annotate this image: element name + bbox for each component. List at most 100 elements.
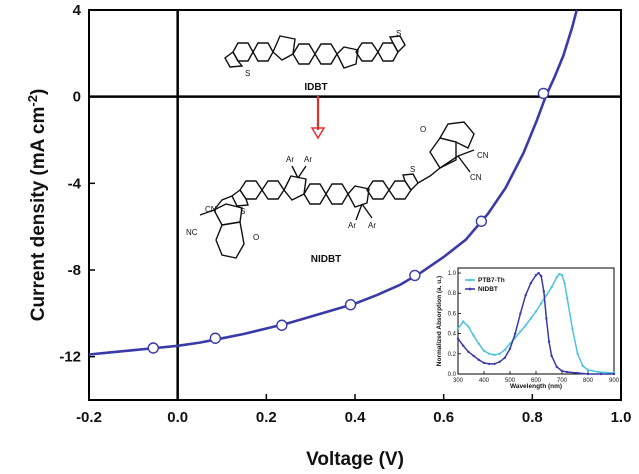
inset-point-0 — [571, 327, 574, 330]
inset-point-1 — [586, 372, 590, 376]
legend-label-nidbt: NIDBT — [478, 286, 498, 293]
inset-point-0 — [482, 349, 486, 352]
inset-point-0 — [597, 370, 600, 374]
inset-y-tick-label: 1.0 — [448, 271, 457, 277]
nidbt-label: NIDBT — [311, 254, 342, 265]
nidbt-cn-left-1: CN — [205, 205, 217, 214]
idbt-label: IDBT — [304, 82, 327, 93]
inset-y-tick-label: 0.4 — [448, 332, 457, 338]
inset-point-0 — [560, 273, 564, 277]
inset-series-line-0 — [457, 273, 615, 374]
x-tick-label: 0.2 — [256, 409, 277, 426]
inset-x-tick-label: 300 — [453, 378, 464, 384]
jv-marker — [409, 269, 421, 282]
jv-marker — [276, 319, 288, 331]
inset-point-1 — [529, 281, 532, 285]
y-tick-label: -8 — [68, 262, 81, 279]
jv-marker — [475, 215, 488, 227]
idbt-s-right: S — [396, 29, 401, 38]
inset-x-tick-label: 500 — [505, 378, 516, 384]
conversion-arrow — [310, 96, 326, 140]
inset-point-1 — [472, 354, 475, 358]
y-tick-label: 0 — [73, 89, 81, 106]
x-tick-label: -0.2 — [76, 409, 102, 426]
inset-point-1 — [555, 365, 558, 369]
inset-x-label: Wavelength (nm) — [510, 383, 562, 390]
inset-x-tick-label: 800 — [583, 378, 594, 384]
nidbt-ar-4: Ar — [368, 221, 376, 230]
inset-point-1 — [547, 340, 551, 343]
inset-point-0 — [581, 364, 584, 368]
inset-y-ticks: 0.0 0.2 0.4 0.6 0.8 1.0 — [448, 271, 461, 378]
jv-marker — [344, 298, 357, 311]
jv-marker — [147, 342, 159, 354]
inset-point-1 — [477, 358, 480, 362]
inset-point-1 — [612, 372, 616, 376]
nidbt-cn-right-2: CN — [470, 173, 482, 182]
inset-point-1 — [560, 369, 564, 373]
nidbt-o-left: O — [253, 233, 259, 242]
jv-marker — [209, 332, 222, 344]
inset-point-1 — [508, 347, 512, 350]
y-axis-label-close: ) — [28, 89, 49, 95]
nidbt-s-left: S — [240, 207, 245, 216]
inset-point-1 — [599, 372, 603, 376]
arrow-head — [310, 127, 326, 140]
inset-point-1 — [482, 361, 486, 365]
x-tick-label: 1.0 — [611, 409, 632, 426]
inset-point-0 — [508, 342, 512, 345]
main-plot: -0.2 0.0 0.2 0.4 0.6 0.8 1.0 4 0 -4 -8 -12 Voltage… — [25, 2, 631, 470]
inset-point-1 — [542, 290, 545, 293]
inset-frame — [457, 267, 615, 375]
inset-point-1 — [566, 370, 569, 374]
inset-point-1 — [519, 312, 522, 315]
y-axis-label-sup: -2 — [25, 95, 40, 107]
inset-point-1 — [537, 271, 540, 275]
inset-y-tick-label: 0.8 — [448, 291, 457, 297]
inset-legend: PTB7-Th NIDBT — [465, 277, 505, 293]
inset-point-0 — [540, 302, 543, 305]
x-axis-ticks: -0.2 0.0 0.2 0.4 0.6 0.8 1.0 — [76, 394, 631, 426]
inset-point-0 — [545, 294, 548, 297]
inset-point-0 — [576, 352, 579, 356]
inset-x-tick-label: 400 — [479, 378, 490, 384]
jv-curve — [88, 9, 578, 356]
idbt-structure — [224, 35, 406, 69]
inset-point-1 — [498, 360, 501, 364]
legend-marker-nidbt — [468, 287, 472, 291]
inset-point-1 — [503, 356, 506, 360]
x-tick-label: 0.6 — [433, 409, 454, 426]
nidbt-o-right: O — [420, 125, 426, 134]
inset-x-tick-label: 700 — [557, 378, 568, 384]
y-axis-ticks: 4 0 -4 -8 -12 — [59, 2, 95, 366]
nidbt-s-right: S — [410, 165, 415, 174]
inset-point-0 — [534, 310, 538, 313]
inset-point-1 — [534, 273, 538, 277]
inset-y-tick-label: 0.6 — [448, 311, 457, 317]
inset-point-1 — [462, 344, 465, 347]
inset-y-tick-label: 0.2 — [448, 352, 457, 358]
nidbt-cn-right-1: CN — [477, 151, 489, 160]
inset-point-0 — [529, 317, 532, 320]
inset-point-0 — [477, 342, 480, 345]
y-tick-label: -12 — [59, 349, 81, 366]
inset-point-0 — [456, 327, 460, 330]
idbt-s-left: S — [245, 69, 250, 78]
inset-point-1 — [488, 362, 491, 366]
inset-point-0 — [493, 353, 496, 357]
legend-marker-ptb7th — [468, 278, 472, 282]
inset-point-1 — [540, 274, 543, 278]
inset-point-0 — [467, 325, 470, 328]
x-axis-label: Voltage (V) — [306, 449, 404, 470]
inset-point-0 — [550, 285, 553, 289]
inset-point-0 — [563, 281, 566, 285]
inset-point-0 — [503, 348, 506, 351]
inset-point-1 — [493, 362, 496, 366]
inset-point-1 — [524, 294, 527, 297]
nidbt-ar-3: Ar — [348, 221, 356, 230]
inset-x-tick-label: 600 — [531, 378, 542, 384]
nidbt-structure — [199, 121, 475, 259]
inset-series — [456, 271, 616, 376]
x-tick-label: 0.8 — [522, 409, 543, 426]
